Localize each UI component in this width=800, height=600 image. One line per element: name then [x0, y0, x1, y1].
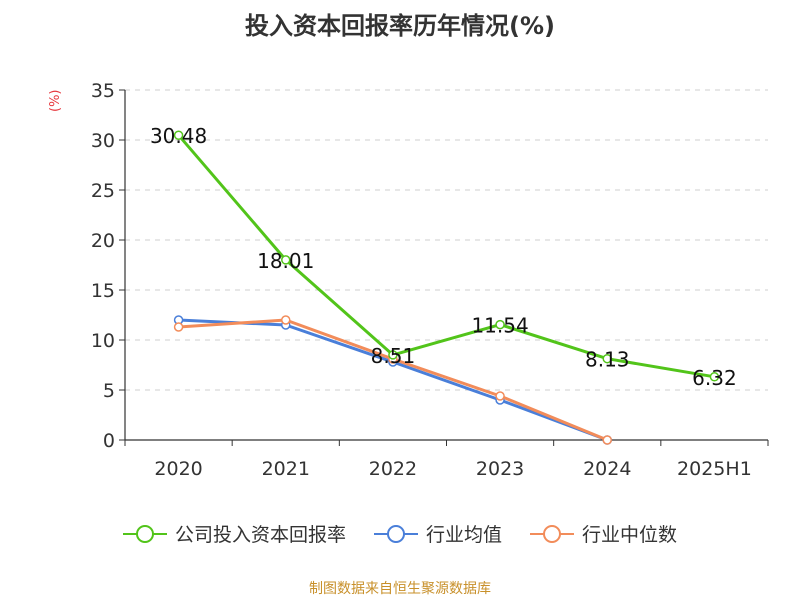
legend-line-marker-icon — [530, 524, 574, 543]
data-label: 8.51 — [371, 344, 416, 368]
legend-item-company[interactable]: 公司投入资本回报率 — [122, 520, 346, 547]
series-line — [177, 134, 715, 379]
legend-label: 公司投入资本回报率 — [174, 524, 346, 546]
data-label: 8.13 — [585, 348, 630, 372]
y-tick-label: 5 — [103, 380, 115, 402]
data-label: 6.32 — [692, 366, 737, 390]
legend-label: 行业均值 — [425, 524, 502, 546]
x-tick-label: 2023 — [476, 458, 524, 480]
data-point — [602, 435, 612, 445]
x-tick-label: 2024 — [583, 458, 631, 480]
y-tick-label: 30 — [91, 130, 115, 152]
data-point — [173, 322, 184, 332]
data-point — [281, 315, 291, 325]
y-tick-label: 15 — [91, 280, 115, 302]
y-tick-label: 20 — [91, 230, 115, 252]
x-tick-label: 2020 — [154, 458, 202, 480]
legend-line-marker-icon — [373, 524, 418, 543]
y-tick-label: 35 — [91, 80, 115, 102]
data-label: 18.01 — [257, 249, 314, 273]
legend-label: 行业中位数 — [582, 524, 678, 546]
data-point — [602, 353, 612, 364]
legend: 公司投入资本回报率 行业均值 行业中位数 — [0, 520, 800, 547]
y-tick-label: 25 — [91, 180, 115, 202]
data-point — [495, 319, 505, 330]
data-label: 30.48 — [150, 124, 207, 148]
y-tick-label: 0 — [103, 430, 115, 452]
data-label: 11.54 — [471, 314, 528, 338]
data-point — [281, 255, 291, 265]
legend-item-industry-mean[interactable]: 行业均值 — [373, 520, 502, 547]
data-point — [495, 391, 505, 401]
legend-item-industry-median[interactable]: 行业中位数 — [530, 520, 677, 547]
y-tick-label: 10 — [91, 330, 115, 352]
x-tick-label: 2022 — [369, 458, 417, 480]
legend-line-marker-icon — [122, 524, 167, 543]
data-point — [173, 130, 184, 140]
source-note: 制图数据来自恒生聚源数据库 — [309, 581, 491, 597]
x-tick-label: 2021 — [262, 458, 310, 480]
x-tick-label: 2025H1 — [677, 458, 752, 480]
data-point — [388, 350, 398, 360]
data-point — [709, 372, 720, 382]
chart-title: 投入资本回报率历年情况(%) — [245, 12, 555, 40]
